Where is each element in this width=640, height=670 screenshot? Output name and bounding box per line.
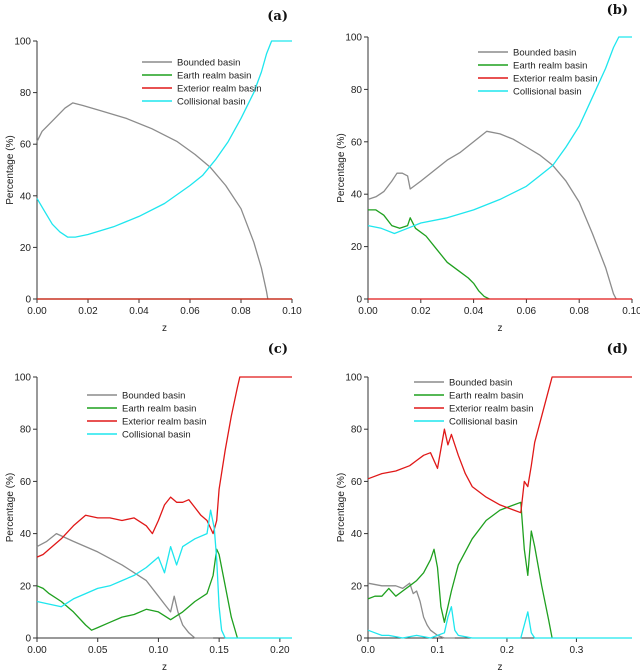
series-line-bounded-basin [36,532,214,639]
legend-label-exterior-realm-basin: Exterior realm basin [449,404,533,415]
x-tick-label: 0.08 [231,306,251,317]
legend: Bounded basin Earth realm basin Exterior r… [87,391,206,441]
series-line-bounded-basin [367,130,617,300]
y-tick-label: 80 [351,85,363,96]
y-tick-label: 60 [20,477,32,488]
y-axis-label: Percentage (%) [336,133,347,202]
legend-label-collisional-basin: Collisional basin [122,430,191,441]
y-axis-label: Percentage (%) [5,135,16,204]
legend: Bounded basin Earth realm basin Exterior r… [142,58,261,108]
series-line-bounded-basin [36,102,269,300]
chart-panel-c: 0.00 0.05 0.10 0.15 0.20 0 20 40 60 80 100 z Percent… [5,342,292,670]
legend-label-collisional-basin: Collisional basin [513,87,582,98]
legend: Bounded basin Earth realm basin Exterior r… [478,48,597,98]
x-axis-label: z [162,662,167,670]
y-tick-label: 20 [20,581,32,592]
series-line-earth-realm-basin [368,209,490,300]
x-tick-label: 0.04 [464,306,484,317]
chart-panel-b: 0.00 0.02 0.04 0.06 0.08 0.10 0 20 40 60 80 100 z Per… [336,3,640,334]
y-tick-label: 0 [25,295,31,306]
legend-label-bounded-basin: Bounded basin [177,58,240,69]
y-tick-label: 0 [356,634,362,645]
series-line-collisional-basin [367,606,632,639]
legend-label-earth-realm-basin: Earth realm basin [513,61,587,72]
legend: Bounded basin Earth realm basin Exterior r… [414,378,533,428]
y-axis-label: Percentage (%) [336,473,347,542]
series-line-exterior-realm-basin [367,376,632,514]
y-tick-label: 60 [20,140,32,151]
y-tick-label: 100 [14,37,31,48]
x-tick-label: 0.00 [27,645,47,656]
chart-panel-d: 0.0 0.1 0.2 0.3 0 20 40 60 80 100 z Percentage (%) (… [336,342,632,670]
series-line-collisional-basin [36,509,292,639]
x-axis-label: z [162,323,167,334]
y-tick-label: 100 [345,373,362,384]
panel-label: (b) [607,3,628,18]
x-tick-label: 0.1 [431,645,445,656]
series-line-collisional-basin [367,36,632,235]
x-tick-label: 0.08 [569,306,589,317]
x-tick-label: 0.10 [149,645,169,656]
legend-label-bounded-basin: Bounded basin [449,378,512,389]
x-tick-label: 0.2 [500,645,514,656]
legend-label-earth-realm-basin: Earth realm basin [177,71,251,82]
legend-label-collisional-basin: Collisional basin [177,97,246,108]
legend-label-bounded-basin: Bounded basin [513,48,576,59]
y-tick-label: 20 [351,581,363,592]
legend-label-exterior-realm-basin: Exterior realm basin [122,417,206,428]
series-line-collisional-basin [36,40,292,238]
y-tick-label: 40 [20,191,32,202]
y-tick-label: 40 [351,190,363,201]
y-tick-label: 20 [351,242,363,253]
legend-label-exterior-realm-basin: Exterior realm basin [177,84,261,95]
panel-label: (d) [607,342,628,357]
x-tick-label: 0.0 [361,645,375,656]
x-tick-label: 0.05 [88,645,108,656]
x-tick-label: 0.04 [129,306,149,317]
panel-label: (a) [267,9,288,24]
y-tick-label: 0 [25,634,31,645]
legend-label-exterior-realm-basin: Exterior realm basin [513,74,597,85]
y-tick-label: 60 [351,477,363,488]
y-tick-label: 40 [351,529,363,540]
x-tick-label: 0.06 [517,306,537,317]
x-tick-label: 0.15 [209,645,229,656]
y-tick-label: 80 [351,425,363,436]
x-tick-label: 0.00 [27,306,47,317]
y-tick-label: 100 [14,373,31,384]
legend-label-bounded-basin: Bounded basin [122,391,185,402]
y-tick-label: 0 [356,295,362,306]
series-line-earth-realm-basin [36,548,239,639]
y-tick-label: 40 [20,529,32,540]
y-axis-label: Percentage (%) [5,473,16,542]
y-tick-label: 100 [345,33,362,44]
series-line-bounded-basin [367,582,455,639]
x-tick-label: 0.06 [180,306,200,317]
x-tick-label: 0.02 [411,306,431,317]
x-tick-label: 0.02 [78,306,98,317]
chart-panel-a: 0.00 0.02 0.04 0.06 0.08 0.10 0 20 40 60 80 100 z Per… [5,9,302,334]
series-line-earth-realm-basin [367,501,553,639]
x-tick-label: 0.00 [358,306,378,317]
y-tick-label: 60 [351,137,363,148]
panel-label: (c) [268,342,288,357]
x-axis-label: z [498,662,503,670]
x-tick-label: 0.20 [270,645,290,656]
y-tick-label: 80 [20,88,32,99]
legend-label-earth-realm-basin: Earth realm basin [122,404,196,415]
series-line-exterior-realm-basin [36,376,292,558]
x-tick-label: 0.10 [622,306,640,317]
legend-label-collisional-basin: Collisional basin [449,417,518,428]
legend-label-earth-realm-basin: Earth realm basin [449,391,523,402]
y-tick-label: 80 [20,425,32,436]
y-tick-label: 20 [20,243,32,254]
x-tick-label: 0.10 [282,306,302,317]
x-tick-label: 0.3 [569,645,583,656]
x-axis-label: z [498,323,503,334]
